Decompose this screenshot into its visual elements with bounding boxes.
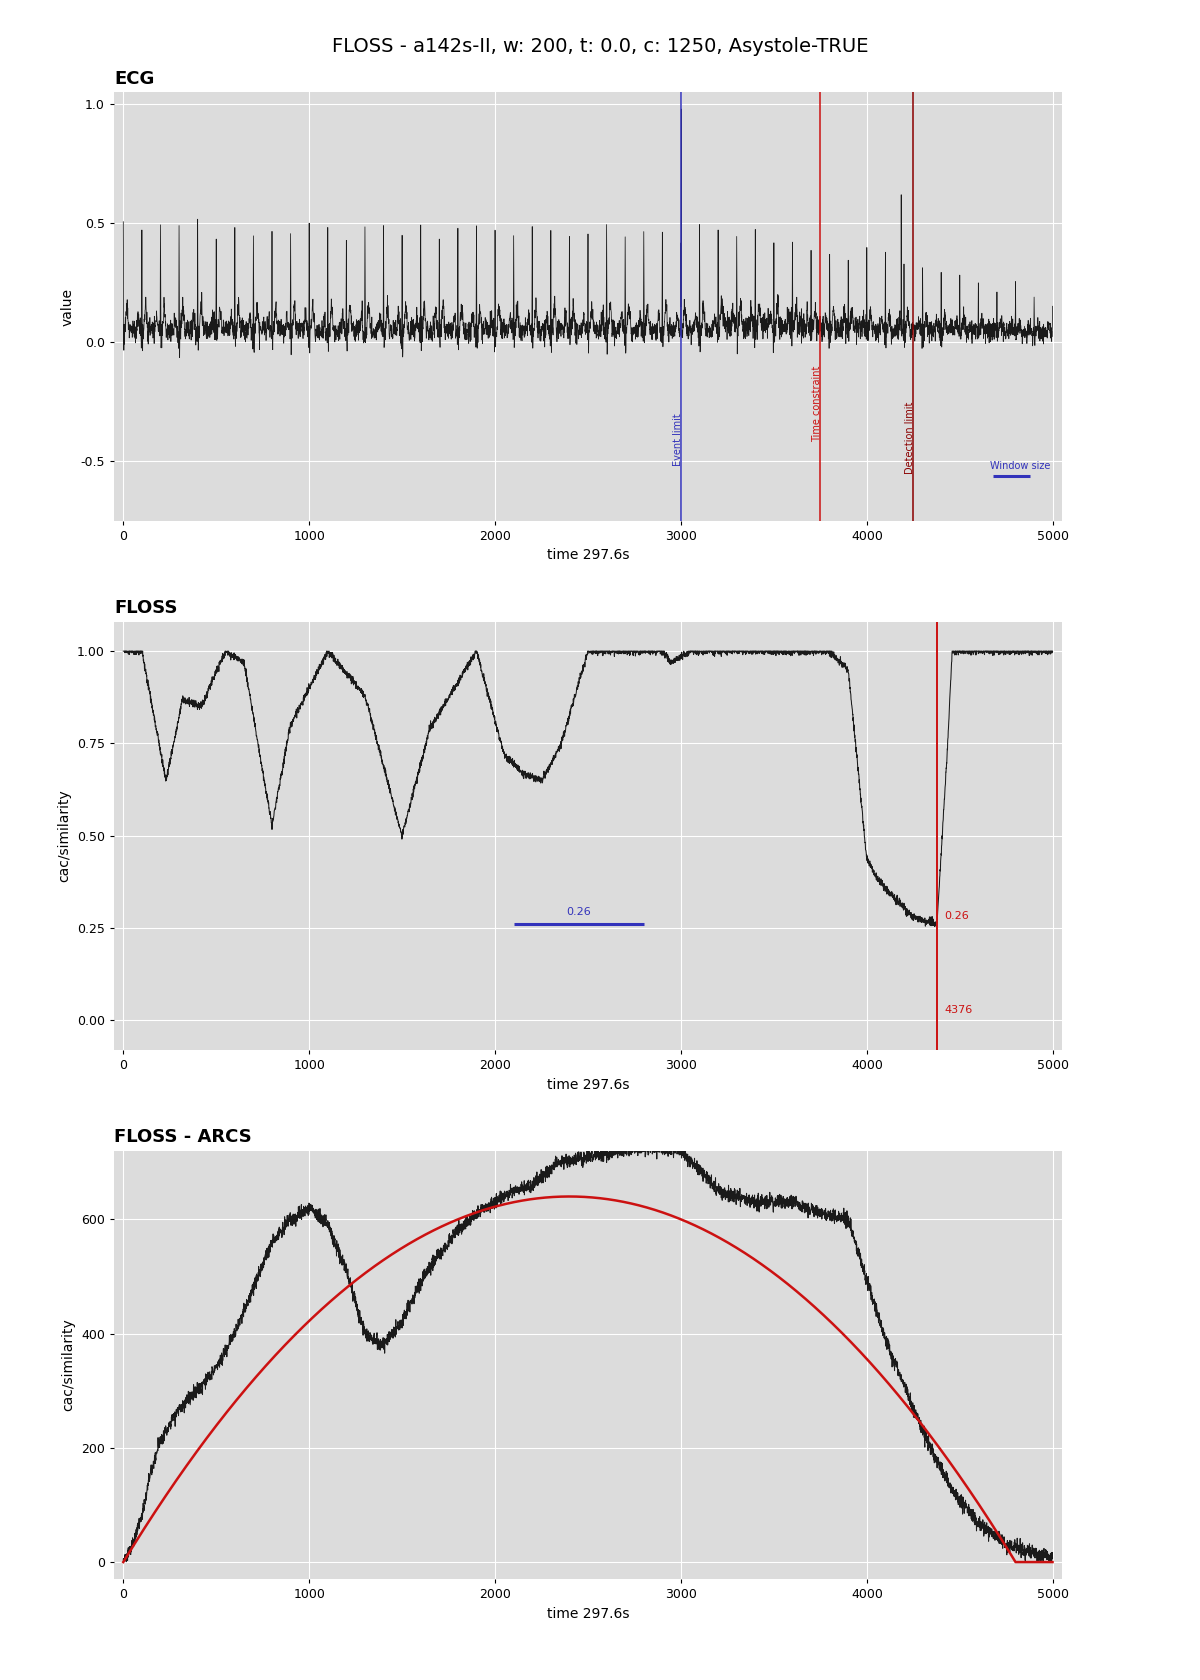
X-axis label: time 297.6s: time 297.6s [547, 1606, 629, 1621]
X-axis label: time 297.6s: time 297.6s [547, 548, 629, 563]
Text: FLOSS: FLOSS [114, 600, 178, 617]
Text: Window size: Window size [990, 460, 1050, 470]
X-axis label: time 297.6s: time 297.6s [547, 1077, 629, 1092]
Text: 0.26: 0.26 [944, 911, 968, 921]
Y-axis label: cac/similarity: cac/similarity [58, 790, 72, 882]
Text: 4376: 4376 [944, 1005, 972, 1015]
Y-axis label: cac/similarity: cac/similarity [61, 1319, 76, 1411]
Text: FLOSS - a142s-II, w: 200, t: 0.0, c: 1250, Asystole-TRUE: FLOSS - a142s-II, w: 200, t: 0.0, c: 125… [331, 37, 869, 55]
Text: ECG: ECG [114, 71, 155, 87]
Text: FLOSS - ARCS: FLOSS - ARCS [114, 1129, 252, 1146]
Text: 0.26: 0.26 [566, 907, 592, 917]
Text: Event limit: Event limit [672, 413, 683, 467]
Text: Time constraint: Time constraint [812, 366, 822, 442]
Y-axis label: value: value [61, 287, 74, 326]
Text: Detection limit: Detection limit [905, 402, 914, 474]
